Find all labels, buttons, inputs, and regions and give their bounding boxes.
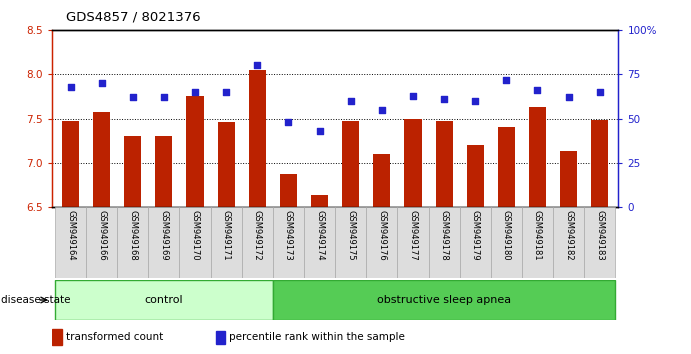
Text: GSM949181: GSM949181	[533, 210, 542, 261]
Text: GDS4857 / 8021376: GDS4857 / 8021376	[66, 11, 200, 24]
Bar	[155, 136, 173, 207]
Bar	[498, 127, 515, 207]
Text: control: control	[144, 295, 183, 305]
Bar	[435, 121, 453, 207]
Text: GSM949174: GSM949174	[315, 210, 324, 261]
Bar	[584, 207, 615, 278]
Point	[563, 95, 574, 100]
Bar	[491, 207, 522, 278]
Bar	[273, 280, 615, 320]
Bar	[335, 207, 366, 278]
Point	[377, 107, 388, 113]
Text: GSM949183: GSM949183	[595, 210, 604, 261]
Bar	[149, 207, 180, 278]
Bar	[397, 207, 428, 278]
Text: disease state: disease state	[1, 295, 70, 305]
Bar	[522, 207, 553, 278]
Bar	[366, 207, 397, 278]
Bar	[311, 195, 328, 207]
Bar	[249, 70, 266, 207]
Point	[220, 89, 231, 95]
Bar	[591, 120, 608, 207]
Point	[189, 89, 200, 95]
Bar	[55, 207, 86, 278]
Point	[65, 84, 76, 90]
Text: transformed count: transformed count	[66, 332, 163, 342]
Text: GSM949172: GSM949172	[253, 210, 262, 261]
Bar	[280, 175, 297, 207]
Point	[408, 93, 419, 98]
Point	[439, 96, 450, 102]
Bar	[86, 207, 117, 278]
Point	[96, 80, 107, 86]
Bar	[216, 331, 225, 344]
Bar	[242, 207, 273, 278]
Point	[470, 98, 481, 104]
Bar	[553, 207, 584, 278]
Text: GSM949177: GSM949177	[408, 210, 417, 261]
Text: GSM949178: GSM949178	[439, 210, 448, 261]
Bar	[466, 145, 484, 207]
Point	[158, 95, 169, 100]
Point	[127, 95, 138, 100]
Text: obstructive sleep apnea: obstructive sleep apnea	[377, 295, 511, 305]
Text: GSM949173: GSM949173	[284, 210, 293, 261]
Text: GSM949166: GSM949166	[97, 210, 106, 261]
Bar	[304, 207, 335, 278]
Bar	[93, 113, 110, 207]
Text: GSM949164: GSM949164	[66, 210, 75, 261]
Bar	[52, 329, 62, 345]
Point	[532, 87, 543, 93]
Bar	[460, 207, 491, 278]
Text: GSM949182: GSM949182	[564, 210, 573, 261]
Text: GSM949169: GSM949169	[160, 210, 169, 261]
Bar	[218, 122, 235, 207]
Bar	[62, 121, 79, 207]
Point	[314, 128, 325, 134]
Bar	[117, 207, 149, 278]
Point	[283, 119, 294, 125]
Bar	[187, 97, 204, 207]
Bar	[180, 207, 211, 278]
Bar	[342, 121, 359, 207]
Bar	[529, 107, 546, 207]
Bar	[373, 154, 390, 207]
Point	[501, 77, 512, 82]
Text: GSM949175: GSM949175	[346, 210, 355, 261]
Point	[346, 98, 357, 104]
Point	[594, 89, 605, 95]
Bar	[404, 119, 422, 207]
Text: percentile rank within the sample: percentile rank within the sample	[229, 332, 404, 342]
Bar	[124, 136, 142, 207]
Point	[252, 63, 263, 68]
Bar	[560, 152, 577, 207]
Text: GSM949171: GSM949171	[222, 210, 231, 261]
Bar	[428, 207, 460, 278]
Bar	[55, 280, 273, 320]
Text: GSM949168: GSM949168	[129, 210, 138, 261]
Text: GSM949179: GSM949179	[471, 210, 480, 261]
Bar	[211, 207, 242, 278]
Text: GSM949170: GSM949170	[191, 210, 200, 261]
Text: GSM949180: GSM949180	[502, 210, 511, 261]
Bar	[273, 207, 304, 278]
Text: GSM949176: GSM949176	[377, 210, 386, 261]
